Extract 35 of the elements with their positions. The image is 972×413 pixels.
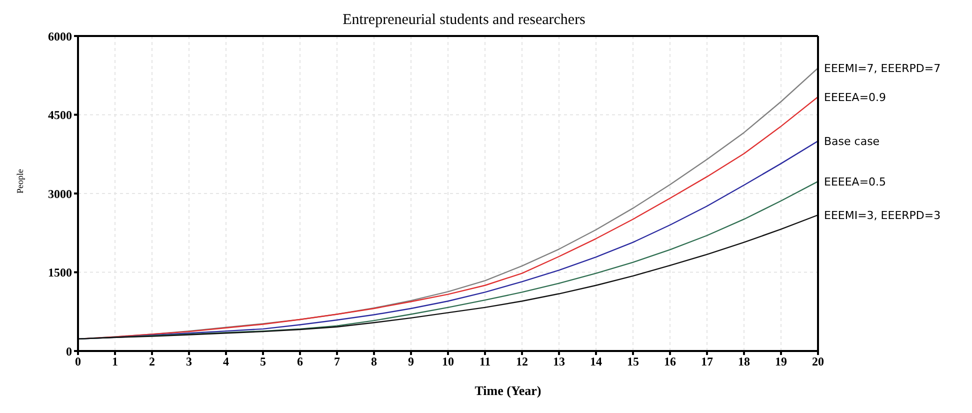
y-tick-label: 0 [66, 344, 72, 358]
y-tick-label: 3000 [48, 186, 72, 201]
x-axis-title: Time (Year) [474, 383, 542, 398]
x-tick-label: 14 [590, 354, 602, 369]
x-tick-label: 17 [701, 354, 713, 369]
series-label: Base case [824, 135, 880, 148]
y-tick-label: 4500 [48, 108, 72, 122]
x-tick-label: 0 [75, 354, 81, 369]
x-tick-label: 19 [775, 354, 787, 369]
x-tick-label: 13 [553, 354, 565, 369]
series-label: EEEMI=7, EEERPD=7 [824, 62, 941, 76]
x-tick-label: 15 [627, 354, 639, 369]
x-tick-label: 10 [442, 354, 454, 369]
x-tick-label: 8 [371, 354, 377, 369]
x-tick-label: 4 [223, 354, 229, 369]
y-axis-title: People [15, 169, 26, 194]
series-label: EEEEA=0.9 [824, 90, 886, 104]
x-tick-label: 5 [260, 354, 266, 369]
y-tick-label: 1500 [48, 266, 72, 280]
x-tick-label: 2 [149, 354, 155, 369]
chart-title: Entrepreneurial students and researchers [342, 12, 586, 29]
x-tick-label: 1 [112, 354, 118, 369]
y-tick-label: 6000 [48, 29, 72, 44]
x-tick-label: 6 [297, 354, 303, 369]
x-tick-label: 18 [738, 354, 750, 369]
x-tick-label: 9 [408, 354, 414, 369]
series-label: EEEEA=0.5 [824, 175, 886, 188]
line-series [78, 214, 818, 340]
x-tick-label: 20 [812, 354, 824, 369]
x-tick-label: 16 [664, 354, 676, 369]
x-tick-label: 7 [334, 354, 340, 369]
x-tick-label: 11 [479, 354, 491, 369]
x-tick-label: 3 [186, 354, 192, 369]
x-tick-label: 12 [516, 354, 528, 369]
series-label: EEEMI=3, EEERPD=3 [824, 209, 941, 222]
